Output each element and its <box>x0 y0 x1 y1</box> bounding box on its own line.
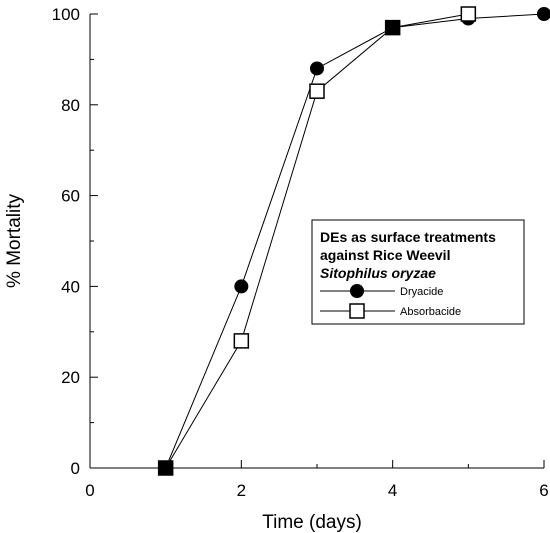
legend-marker-dryacide <box>350 284 364 298</box>
series-layer <box>157 6 550 476</box>
point-dryacide <box>234 279 249 294</box>
point-overlap-marker <box>385 20 400 35</box>
point-dryacide <box>310 61 324 76</box>
y-tick-label: 100 <box>52 5 80 24</box>
y-axis-label: % Mortality <box>4 194 25 288</box>
x-axis-label: Time (days) <box>262 512 362 533</box>
y-tick-label: 80 <box>61 96 80 115</box>
point-absorbacide <box>233 333 250 349</box>
y-tick-label: 40 <box>61 277 80 296</box>
legend-box <box>311 219 525 325</box>
legend-label-absorbacide: Absorbacide <box>400 306 461 318</box>
x-tick-label: 2 <box>237 481 246 500</box>
legend-marker-absorbacide <box>349 303 365 319</box>
y-tick-label: 60 <box>61 187 80 206</box>
legend-title-line-1: DEs as surface treatments <box>320 229 496 245</box>
legend: DEs as surface treatments against Rice W… <box>311 219 525 325</box>
point-absorbacide <box>309 83 325 99</box>
x-tick-label: 6 <box>539 481 548 500</box>
y-tick-label: 0 <box>71 459 80 478</box>
legend-label-dryacide: Dryacide <box>400 286 443 298</box>
point-absorbacide <box>460 6 477 22</box>
legend-title-line-2: against Rice Weevil <box>320 247 450 263</box>
point-overlap-marker <box>158 461 173 475</box>
legend-title-species: Sitophilus oryzae <box>320 265 436 281</box>
x-tick-label: 0 <box>85 481 94 500</box>
ticks: 0 20 40 60 80 100 0 2 4 6 <box>52 5 549 500</box>
x-tick-label: 4 <box>388 481 397 500</box>
y-tick-label: 20 <box>61 368 80 387</box>
series-line-dryacide <box>165 13 545 469</box>
point-dryacide <box>537 7 550 21</box>
